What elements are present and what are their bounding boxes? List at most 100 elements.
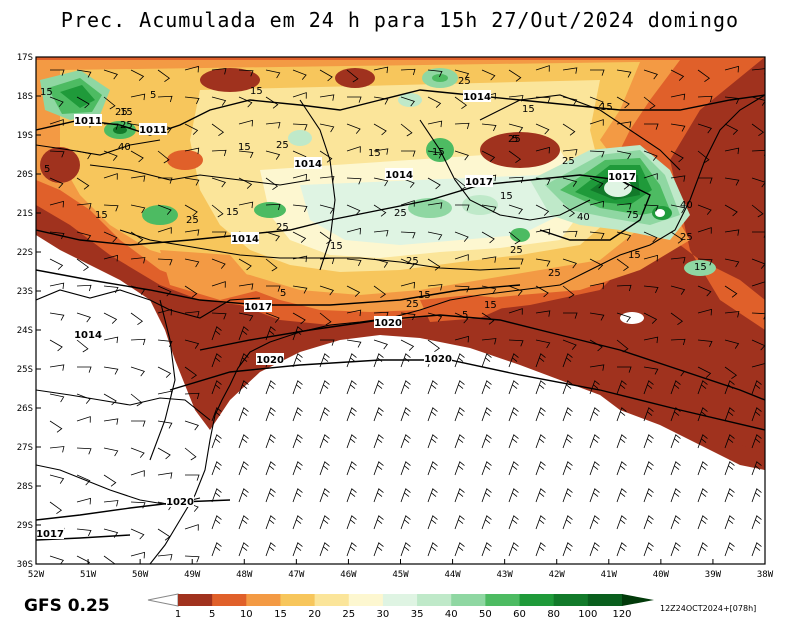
wind-barb xyxy=(320,339,335,346)
wind-barb xyxy=(373,285,387,299)
wind-barb xyxy=(265,434,276,449)
wind-barb xyxy=(130,231,144,244)
isobar-label: 1017 xyxy=(465,177,493,188)
wind-barb xyxy=(346,380,357,395)
wind-barb xyxy=(49,282,65,290)
wind-barb xyxy=(616,434,627,449)
wind-barb xyxy=(454,380,465,395)
wind-barb xyxy=(670,338,686,346)
longitude-label: 40W xyxy=(653,570,670,580)
isobar-labels: 1011 1011 1014 1014 1014 1017 1017 1017 … xyxy=(36,90,636,540)
wind-barb xyxy=(184,524,199,531)
wind-barb xyxy=(562,149,578,156)
wind-barb xyxy=(211,515,222,530)
latitude-label: 27S xyxy=(17,443,33,453)
wind-barb xyxy=(157,285,172,297)
wind-barb xyxy=(535,177,551,186)
wind-barb xyxy=(724,461,735,476)
colorbar-label: 80 xyxy=(547,609,560,618)
wind-barb xyxy=(400,68,416,76)
latitude-labels: 17S 18S 19S 20S 21S 22S 23S 24S 25S 26S 27S 28S 29S 3… xyxy=(17,53,41,570)
wind-barb xyxy=(616,69,632,78)
wind-barb xyxy=(238,353,249,368)
wind-barb xyxy=(319,407,330,422)
wind-barb xyxy=(697,434,708,449)
wind-barb xyxy=(184,258,200,268)
wind-barb xyxy=(454,407,465,422)
wind-barb xyxy=(184,96,200,105)
wind-barb xyxy=(400,407,411,422)
wind-barb xyxy=(427,231,443,241)
wind-barb xyxy=(427,312,443,322)
wind-barb xyxy=(292,92,307,99)
wind-barb xyxy=(319,285,334,296)
colorbar-segment xyxy=(553,594,589,606)
wind-barb xyxy=(589,258,604,270)
longitude-label: 52W xyxy=(28,570,45,580)
wind-barb xyxy=(346,488,357,503)
wind-barb xyxy=(724,380,735,395)
wind-barb xyxy=(373,515,384,530)
isobar-label: 1014 xyxy=(385,170,413,181)
latitude-label: 22S xyxy=(17,248,33,258)
precip-label: 15 xyxy=(226,207,239,218)
wind-barb xyxy=(211,204,224,218)
wind-barb xyxy=(589,200,604,208)
wind-barb xyxy=(616,488,627,503)
wind-barb xyxy=(211,353,222,368)
wind-barb xyxy=(373,542,384,557)
wind-barb xyxy=(319,257,335,265)
wind-barb xyxy=(508,353,519,368)
wind-barb xyxy=(535,96,551,104)
wind-barb xyxy=(319,434,330,449)
wind-barb xyxy=(103,231,118,243)
wind-barb xyxy=(589,177,604,189)
wind-barb xyxy=(130,175,146,182)
wind-barb xyxy=(292,326,303,341)
wind-barb xyxy=(157,69,171,83)
wind-barb xyxy=(535,228,551,236)
wind-barb xyxy=(508,176,524,184)
colorbar-segment xyxy=(382,594,418,606)
wind-barb xyxy=(157,390,173,398)
wind-barb xyxy=(265,258,278,272)
wind-barb xyxy=(292,461,303,476)
wind-barb xyxy=(49,150,65,158)
longitude-label: 43W xyxy=(497,570,514,580)
wind-barb xyxy=(562,204,576,218)
wind-barb xyxy=(643,434,654,449)
wind-barb xyxy=(481,407,492,422)
wind-barb xyxy=(103,474,117,487)
wind-barb xyxy=(103,500,119,507)
precip-label: 5 xyxy=(512,134,518,145)
wind-barb xyxy=(643,96,656,110)
colorbar-segment xyxy=(485,594,521,606)
wind-barb xyxy=(697,542,708,557)
colorbar-segment xyxy=(178,594,213,606)
wind-barb xyxy=(751,281,765,288)
wind-barb xyxy=(184,392,200,400)
wind-barb xyxy=(373,66,389,74)
wind-barb xyxy=(481,312,495,325)
wind-barb xyxy=(751,363,765,370)
wind-barb xyxy=(49,312,65,321)
wind-barb xyxy=(184,229,200,236)
wind-barb xyxy=(130,150,144,163)
colorbar-label: 20 xyxy=(308,609,321,618)
wind-barb xyxy=(400,231,416,239)
precip-label: 40 xyxy=(118,142,131,153)
isobar-label: 1017 xyxy=(36,529,64,540)
wind-barb xyxy=(130,393,143,407)
wind-barb xyxy=(238,201,254,209)
wind-barb xyxy=(751,68,765,75)
precip-label: 15 xyxy=(522,104,535,115)
wind-barb xyxy=(481,285,497,295)
wind-barb xyxy=(49,364,65,371)
wind-barb xyxy=(211,96,227,106)
wind-barb xyxy=(238,488,249,503)
wind-barb xyxy=(427,177,441,190)
precip-label: 15 xyxy=(600,102,613,113)
precip-label: 25 xyxy=(680,232,693,243)
wind-barb xyxy=(508,339,524,347)
